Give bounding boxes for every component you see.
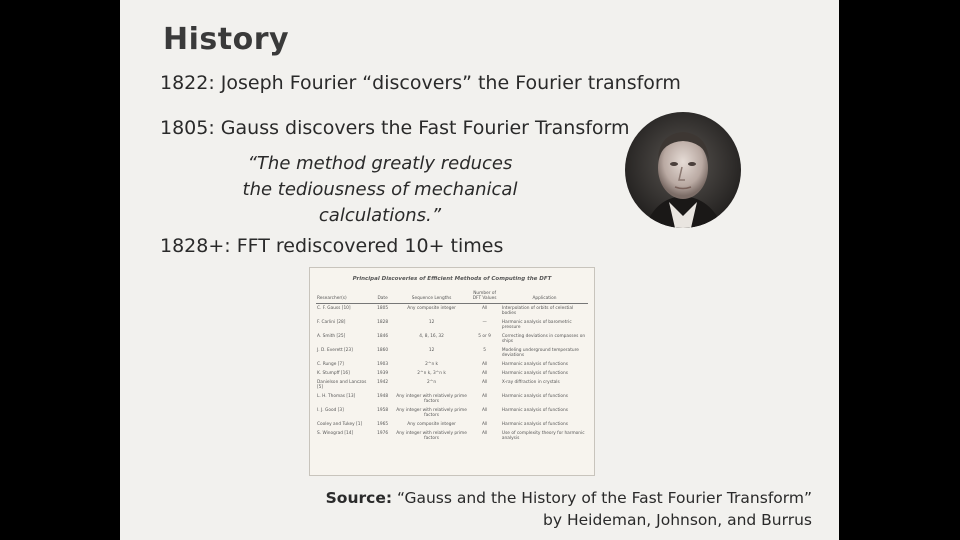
header-sequence-lengths: Sequence Lengths [394,290,469,304]
cell-values: All [481,361,488,367]
cell-date: 1828 [377,319,389,325]
source-citation: Source: “Gauss and the History of the Fa… [326,487,812,531]
cell-sequence: Any composite integer [407,421,456,427]
cell-values: All [481,370,488,376]
table-row: C. F. Gauss [10] 1805 Any composite intege… [316,304,588,319]
cell-application: X-ray diffraction in crystals [501,379,560,385]
source-title: “Gauss and the History of the Fast Fouri… [396,489,812,507]
cell-date: 1948 [377,393,389,399]
cell-values: — [482,319,487,325]
header-application: Application [500,290,588,304]
source-title-line: Source: “Gauss and the History of the Fa… [326,487,812,509]
cell-application: Interpolation of orbits of celestial bod… [501,305,574,316]
cell-sequence: Any composite integer [407,305,456,311]
table-row: J. D. Everett [23] 1860 12 5 Modeling underg… [316,346,588,360]
cell-date: 1805 [377,305,389,311]
cell-researchers: A. Smith [25] [317,333,346,339]
slide: History 1822: Joseph Fourier “discovers”… [120,0,839,540]
cell-researchers: K. Stumpff [16] [317,370,350,376]
gauss-line: 1805: Gauss discovers the Fast Fourier T… [160,117,630,139]
table-title: Principal Discoveries of Efficient Metho… [352,276,552,282]
header-date: Date [370,290,395,304]
cell-application: Use of complexity theory for harmonic an… [501,430,585,441]
table-row: L. H. Thomas [13] 1948 Any integer with re… [316,392,588,406]
cell-sequence: 2^n k [425,361,439,367]
cell-researchers: Cooley and Tukey [1] [317,421,363,427]
cell-date: 1965 [377,421,389,427]
cell-date: 1860 [377,347,389,353]
cell-date: 1976 [377,430,389,436]
cell-values: All [481,305,488,311]
cell-values: All [481,379,488,385]
cell-application: Harmonic analysis of functions [501,361,568,367]
cell-sequence: 12 [428,347,435,353]
table-row: Cooley and Tukey [1] 1965 Any composite in… [316,420,588,429]
cell-application: Harmonic analysis of functions [501,370,568,376]
cell-values: 5 [483,347,486,353]
cell-application: Modeling underground temperature deviati… [501,347,579,358]
cell-values: All [481,407,488,413]
cell-application: Harmonic analysis of functions [501,407,568,413]
cell-researchers: J. D. Everett [23] [317,347,353,353]
dft-discoveries-table: Principal Discoveries of Efficient Metho… [309,267,595,476]
slide-title: History [163,22,290,57]
cell-researchers: C. Runge [7] [317,361,344,367]
cell-values: All [481,393,488,399]
cell-researchers: I. J. Good [3] [317,407,344,413]
cell-application: Correcting deviations in compasses on sh… [501,333,586,344]
table-row: K. Stumpff [16] 1939 2^n k, 3^n k All Harmon… [316,369,588,378]
cell-sequence: 2^n k, 3^n k [417,370,446,376]
cell-researchers: F. Carlini [28] [317,319,346,325]
dft-table: Researcher(s) Date Sequence Lengths Numb… [316,290,588,443]
gauss-portrait-icon [625,112,741,228]
cell-date: 1939 [377,370,389,376]
rediscovered-line: 1828+: FFT rediscovered 10+ times [160,235,504,257]
cell-application: Harmonic analysis of barometric pressure [501,319,572,330]
source-label: Source: [325,489,393,507]
table-row: I. J. Good [3] 1958 Any integer with relat… [316,406,588,420]
cell-values: All [481,430,488,436]
cell-application: Harmonic analysis of functions [501,421,568,427]
table-row: C. Runge [7] 1903 2^n k All Harmonic analysi… [316,360,588,369]
header-researchers: Researcher(s) [316,290,371,304]
cell-date: 1846 [377,333,389,339]
table-header-row: Researcher(s) Date Sequence Lengths Numb… [316,290,588,304]
cell-researchers: C. F. Gauss [10] [317,305,351,311]
source-authors: by Heideman, Johnson, and Burrus [543,511,812,529]
cell-researchers: S. Winograd [14] [317,430,354,436]
cell-sequence: 4, 8, 16, 32 [419,333,444,339]
cell-sequence: Any integer with relatively prime factor… [396,393,467,404]
cell-sequence: Any integer with relatively prime factor… [396,430,467,441]
gauss-quote: “The method greatly reduces the tediousn… [242,153,518,226]
cell-researchers: L. H. Thomas [13] [317,393,356,399]
table-row: Danielson and Lanczos [5] 1942 2^n All X-ray… [316,378,588,392]
table-row: S. Winograd [14] 1976 Any integer with rel… [316,429,588,443]
cell-date: 1903 [377,361,389,367]
cell-values: 5 or 9 [478,333,491,339]
cell-values: All [481,421,488,427]
cell-researchers: Danielson and Lanczos [5] [317,379,367,390]
table-row: F. Carlini [28] 1828 12 — Harmonic analysis … [316,318,588,332]
cell-sequence: 12 [428,319,435,325]
header-dft-values: Number of DFT Values [468,290,501,304]
cell-sequence: 2^n [427,379,437,385]
cell-date: 1958 [377,407,389,413]
fourier-line: 1822: Joseph Fourier “discovers” the Fou… [160,72,681,94]
cell-sequence: Any integer with relatively prime factor… [396,407,467,418]
table-row: A. Smith [25] 1846 4, 8, 16, 32 5 or 9 Corre… [316,332,588,346]
cell-application: Harmonic analysis of functions [501,393,568,399]
cell-date: 1942 [377,379,389,385]
